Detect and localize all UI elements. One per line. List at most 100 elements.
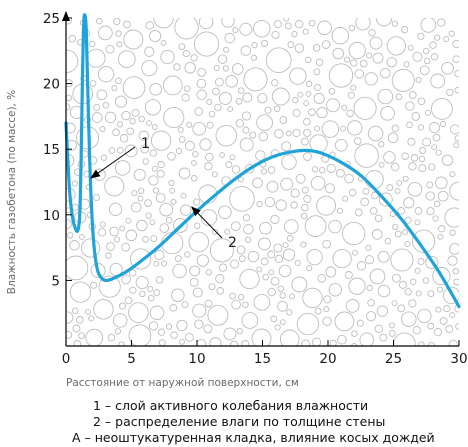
bubble	[224, 32, 235, 44]
bubble	[239, 137, 254, 152]
bubble	[434, 34, 441, 41]
bubble	[211, 171, 218, 178]
bubble	[266, 180, 279, 193]
bubble	[97, 66, 115, 83]
bubble	[205, 269, 212, 276]
bubble	[149, 305, 165, 321]
bubble	[287, 41, 295, 49]
bubble	[281, 154, 297, 170]
bubble	[225, 160, 233, 169]
bubble	[227, 106, 234, 113]
bubble	[302, 287, 323, 309]
bubble	[344, 173, 354, 184]
bubble	[311, 166, 319, 173]
bubble	[284, 22, 292, 30]
bubble	[141, 60, 158, 77]
bubble	[365, 244, 372, 251]
bubble	[170, 331, 178, 339]
bubble	[116, 41, 123, 48]
bubble	[235, 119, 245, 128]
bubble	[224, 228, 231, 235]
bubble	[362, 187, 370, 195]
bubble	[429, 41, 437, 49]
bubble	[387, 132, 399, 144]
bubble	[394, 230, 402, 238]
x-tick-label: 10	[188, 351, 205, 367]
bubble	[300, 212, 308, 220]
bubble	[66, 18, 73, 25]
bubble	[145, 212, 152, 219]
bubble	[411, 229, 436, 253]
bubble	[190, 175, 198, 182]
bubble	[241, 340, 250, 346]
bubble	[71, 307, 79, 315]
bubble	[407, 181, 423, 197]
bubble	[232, 27, 239, 34]
bubble	[415, 290, 422, 297]
bubble	[427, 322, 435, 330]
bubble	[435, 149, 442, 156]
bubble	[125, 229, 138, 242]
bubble	[159, 202, 174, 217]
bubble	[218, 205, 232, 219]
bubble	[443, 35, 450, 43]
bubble	[66, 94, 73, 102]
bubble	[396, 179, 403, 186]
bubble	[124, 296, 133, 305]
bubble	[223, 46, 230, 53]
bubble	[369, 207, 378, 215]
bubble	[306, 248, 323, 266]
bubble	[342, 195, 349, 202]
bubble	[441, 154, 454, 166]
bubble	[136, 219, 148, 232]
bubble	[140, 144, 150, 154]
bubble	[118, 302, 127, 310]
bubble	[449, 243, 459, 255]
bubble	[199, 138, 212, 151]
bubble	[189, 265, 201, 277]
bubble	[328, 219, 342, 234]
bubble	[391, 124, 399, 132]
bubble	[322, 316, 332, 326]
bubble	[312, 44, 321, 52]
bubble	[119, 225, 126, 232]
bubble	[69, 240, 80, 251]
bubble	[391, 273, 401, 283]
bubble	[194, 319, 204, 329]
bubble	[360, 197, 370, 207]
bubble	[72, 324, 81, 333]
bubble	[397, 304, 406, 313]
bubble	[341, 104, 348, 111]
bubble	[256, 201, 263, 208]
bubble	[192, 198, 201, 206]
callout-label-1: 1	[141, 136, 150, 152]
bubble	[231, 299, 241, 310]
bubble	[301, 203, 309, 212]
bubble	[261, 40, 268, 47]
bubble	[348, 41, 366, 60]
bubble	[155, 276, 164, 284]
bubble	[165, 216, 173, 224]
bubble	[239, 22, 253, 36]
x-tick-label: 20	[319, 351, 336, 367]
bubble	[279, 116, 288, 124]
bubble	[191, 159, 197, 166]
bubble	[273, 105, 281, 113]
bubble	[196, 78, 207, 89]
bubble	[231, 165, 241, 174]
bubble	[419, 65, 430, 76]
bubble	[89, 80, 97, 87]
bubble	[117, 146, 124, 154]
bubble	[169, 187, 176, 194]
bubble	[378, 161, 385, 168]
bubble	[208, 110, 216, 118]
bubble	[71, 180, 79, 187]
bubble	[133, 168, 146, 181]
bubble	[305, 90, 312, 97]
bubble	[354, 69, 365, 79]
bubble	[305, 80, 313, 88]
bubble	[454, 70, 459, 78]
bubble	[180, 204, 192, 216]
bubble	[200, 209, 218, 226]
bubble	[206, 121, 214, 129]
